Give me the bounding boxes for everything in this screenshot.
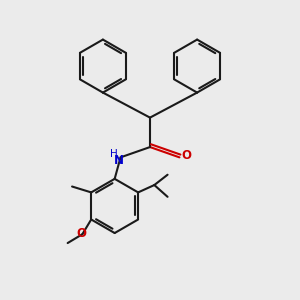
Text: O: O	[76, 227, 86, 240]
Text: H: H	[110, 149, 118, 159]
Text: N: N	[114, 154, 124, 167]
Text: O: O	[181, 149, 191, 162]
